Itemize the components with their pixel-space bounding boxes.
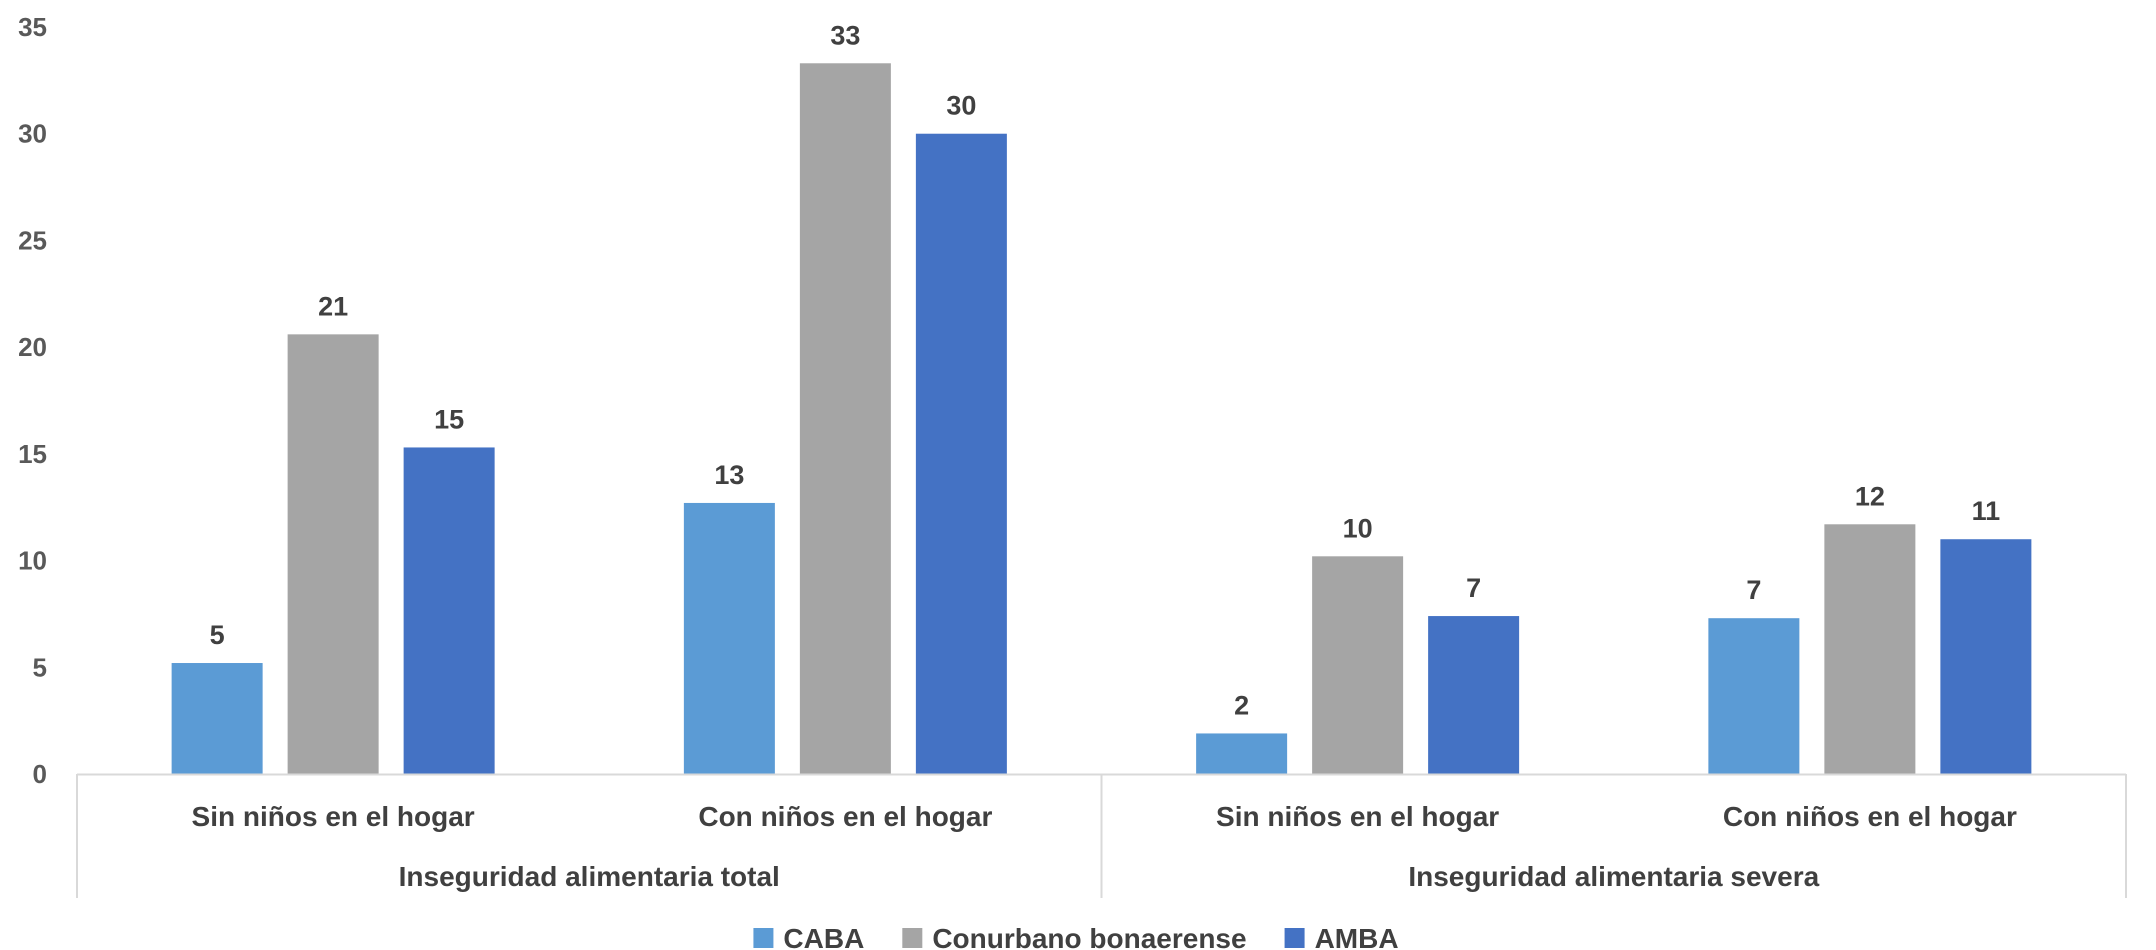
bar	[1940, 539, 2032, 774]
x-axis	[76, 773, 2127, 898]
y-tick-label: 35	[18, 12, 47, 42]
bar	[1196, 733, 1288, 774]
y-tick-label: 30	[18, 119, 47, 149]
bar	[1824, 524, 1916, 774]
category-label: Sin niños en el hogar	[192, 801, 475, 832]
y-axis-ticks: 0 5 10 15 20 25 30 35	[18, 12, 47, 789]
category-label: Con niños en el hogar	[698, 801, 992, 832]
category-label: Con niños en el hogar	[1723, 801, 2017, 832]
legend-label: Conurbano bonaerense	[932, 923, 1246, 950]
data-labels: 5 21 15 13 33 30 2 10 7 7 12 11	[210, 20, 2001, 720]
group-labels: Inseguridad alimentaria total Inseguridad…	[399, 861, 1820, 892]
legend: CABA Conurbano bonaerense AMBA	[753, 923, 1399, 950]
group-label: Inseguridad alimentaria severa	[1408, 861, 1819, 892]
bar	[799, 63, 891, 775]
y-tick-label: 15	[18, 439, 47, 469]
data-label: 2	[1234, 690, 1249, 720]
y-tick-label: 10	[18, 546, 47, 576]
y-tick-label: 0	[33, 759, 47, 789]
y-tick-label: 25	[18, 225, 47, 255]
bar	[171, 663, 263, 774]
bar	[403, 447, 495, 774]
data-label: 30	[946, 91, 976, 121]
data-label: 21	[318, 291, 348, 321]
category-label: Sin niños en el hogar	[1216, 801, 1499, 832]
legend-label: AMBA	[1315, 923, 1399, 950]
legend-item: CABA	[753, 923, 864, 950]
data-label: 10	[1343, 513, 1373, 543]
legend-item: AMBA	[1284, 923, 1399, 950]
data-label: 5	[210, 620, 225, 650]
bar	[287, 334, 379, 774]
data-label: 13	[714, 460, 744, 490]
legend-swatch	[902, 928, 923, 948]
category-labels: Sin niños en el hogar Con niños en el hog…	[192, 801, 2017, 832]
y-tick-label: 5	[33, 652, 47, 682]
y-tick-label: 20	[18, 332, 47, 362]
data-label: 11	[1972, 496, 2001, 526]
data-label: 7	[1746, 575, 1761, 605]
bar	[683, 502, 775, 774]
data-label: 12	[1855, 481, 1885, 511]
data-label: 33	[830, 20, 860, 50]
legend-swatch	[1284, 928, 1305, 948]
legend-label: CABA	[783, 923, 864, 950]
data-label: 15	[434, 404, 464, 434]
bars	[171, 63, 2032, 775]
bar	[1708, 618, 1800, 774]
data-label: 7	[1466, 573, 1481, 603]
legend-swatch	[753, 928, 774, 948]
bar	[915, 133, 1007, 774]
bar	[1428, 616, 1520, 774]
group-label: Inseguridad alimentaria total	[399, 861, 780, 892]
bar	[1312, 556, 1404, 774]
legend-item: Conurbano bonaerense	[902, 923, 1247, 950]
